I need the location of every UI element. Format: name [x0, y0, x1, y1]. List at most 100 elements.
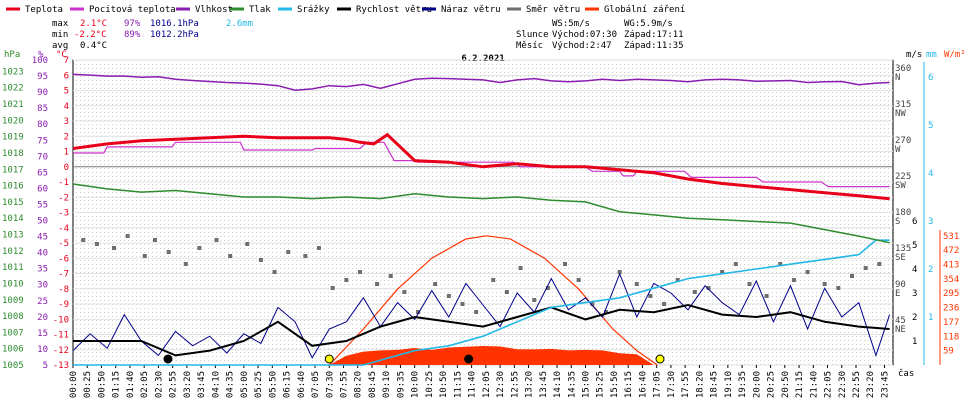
wind-dir-point [81, 238, 86, 242]
y-tick-label-humidity: 40 [37, 249, 48, 259]
y-tick-label-wind-speed: 4 [912, 265, 917, 275]
svg-text:max: max [52, 19, 69, 29]
wind-dir-point [648, 294, 653, 298]
y-tick-label-pressure: 1011 [2, 263, 24, 273]
x-tick-label: 14:10 [553, 371, 563, 398]
wind-dir-point [197, 246, 202, 250]
y-tick-label-pressure: 1019 [2, 133, 24, 143]
svg-text:Slunce: Slunce [516, 30, 549, 40]
wind-dir-point [863, 266, 868, 270]
wind-dir-point [375, 282, 380, 286]
y-tick-label-radiation: 413 [943, 261, 959, 271]
wind-dir-point [330, 286, 335, 290]
wind-dir-point [836, 286, 841, 290]
series-teoreticke-zareni [328, 235, 658, 366]
x-tick-label: 00:50 [97, 371, 107, 398]
wind-dir-point [433, 282, 438, 286]
svg-text:1012.2hPa: 1012.2hPa [150, 30, 199, 40]
svg-text:Srážky: Srážky [297, 5, 330, 15]
wind-dir-point [532, 298, 537, 302]
x-tick-label: 02:30 [154, 371, 164, 398]
y-tick-label-temperature: -10 [53, 315, 69, 325]
y-tick-label-wind-speed: 3 [912, 289, 917, 299]
y-tick-label-wind-dir: 135 [895, 244, 911, 254]
sunrise-marker [324, 354, 334, 364]
y-tick-label-humidity: 10 [37, 345, 48, 355]
wind-dir-point [245, 242, 250, 246]
wind-dir-point [317, 246, 321, 250]
series-tlak [72, 183, 890, 244]
y-tick-label-temperature: -3 [58, 209, 69, 219]
y-tick-label-humidity: 65 [37, 168, 48, 178]
y-tick-label-wind-dir-name: NW [895, 109, 906, 119]
wind-dir-point [272, 270, 277, 274]
wind-dir-point [822, 282, 827, 286]
legend-item-tlak: Tlak [230, 5, 271, 15]
y-tick-label-radiation: 531 [943, 232, 959, 242]
svg-text:avg: avg [52, 41, 68, 51]
x-tick-label: 12:30 [496, 371, 506, 398]
moonrise-marker [163, 354, 173, 364]
legend-item-rychlost: Rychlost větru [337, 5, 432, 15]
y-tick-label-wind-dir: 315 [895, 100, 911, 110]
svg-text:Směr větru: Směr větru [526, 5, 580, 15]
wind-dir-point [402, 290, 407, 294]
y-tick-label-humidity: 30 [37, 281, 48, 291]
x-tick-label: 09:10 [382, 371, 392, 398]
y-tick-label-temperature: -7 [58, 270, 69, 280]
x-tick-label: 05:25 [254, 371, 264, 398]
wind-dir-point [112, 246, 116, 250]
y-tick-label-humidity: 90 [37, 88, 48, 98]
wind-dir-point [344, 278, 349, 282]
wind-dir-point [166, 250, 171, 254]
legend-item-vlhkost: Vlhkost [176, 5, 233, 15]
y-tick-label-pressure: 1014 [2, 214, 24, 224]
wind-dir-point [764, 294, 769, 298]
svg-text:2.1°C: 2.1°C [80, 19, 107, 29]
y-tick-label-pressure: 1016 [2, 182, 24, 192]
wind-dir-point [545, 286, 550, 290]
y-tick-label-humidity: 20 [37, 313, 48, 323]
wind-dir-point [791, 278, 796, 282]
y-tick-label-pressure: 1022 [2, 84, 24, 94]
y-tick-label-wind-speed: 1 [912, 337, 917, 347]
y-tick-label-wind-dir-name: SW [895, 181, 906, 191]
svg-text:Globální záření: Globální záření [604, 5, 685, 15]
svg-text:Východ:2:47: Východ:2:47 [552, 41, 612, 51]
sun-moon-info: WS:5m/s WG:5.9m/s Slunce Východ:07:30 Zá… [516, 19, 684, 51]
wind-dir-point [692, 290, 697, 294]
y-tick-label-temperature: 1 [64, 148, 69, 158]
y-tick-label-rain: 2 [928, 265, 933, 275]
chart-title: 6.2.2021 [461, 54, 504, 64]
y-tick-label-wind-dir: 360 [895, 64, 911, 74]
y-tick-label-temperature: -12 [53, 346, 69, 356]
x-tick-label: 15:00 [582, 371, 592, 398]
y-tick-label-temperature: 4 [64, 102, 69, 112]
y-tick-label-wind-dir-name: W [895, 145, 901, 155]
wind-dir-point [491, 278, 496, 282]
y-tick-label-wind-dir: 270 [895, 136, 911, 146]
x-tick-label: 08:45 [368, 371, 378, 398]
wind-dir-point [125, 234, 130, 238]
svg-text:2.6mm: 2.6mm [226, 19, 253, 29]
legend-item-teplota: Teplota [6, 5, 63, 15]
wind-dir-point [675, 278, 680, 282]
x-tick-label: 06:15 [283, 371, 293, 398]
y-tick-label-radiation: 354 [943, 275, 959, 285]
y-tick-label-wind-dir-name: NE [895, 325, 906, 335]
y-tick-label-rain: 6 [928, 73, 933, 83]
y-tick-label-pressure: 1012 [2, 247, 24, 257]
x-tick-label: 19:35 [738, 371, 748, 398]
wind-dir-point [460, 302, 465, 306]
x-tick-label: 05:50 [268, 371, 278, 398]
x-tick-label: 04:10 [211, 371, 221, 398]
wind-dir-point [617, 270, 622, 274]
y-tick-label-humidity: 75 [37, 136, 48, 146]
y-tick-label-pressure: 1017 [2, 165, 24, 175]
wind-dir-point [286, 250, 291, 254]
svg-text:hPa: hPa [4, 50, 20, 60]
legend: Teplota Pocitová teplota Vlhkost Tlak Sr… [6, 5, 685, 15]
y-tick-label-radiation: 472 [943, 246, 959, 256]
x-tick-label: 01:40 [126, 371, 136, 398]
svg-text:WG:5.9m/s: WG:5.9m/s [624, 19, 673, 29]
